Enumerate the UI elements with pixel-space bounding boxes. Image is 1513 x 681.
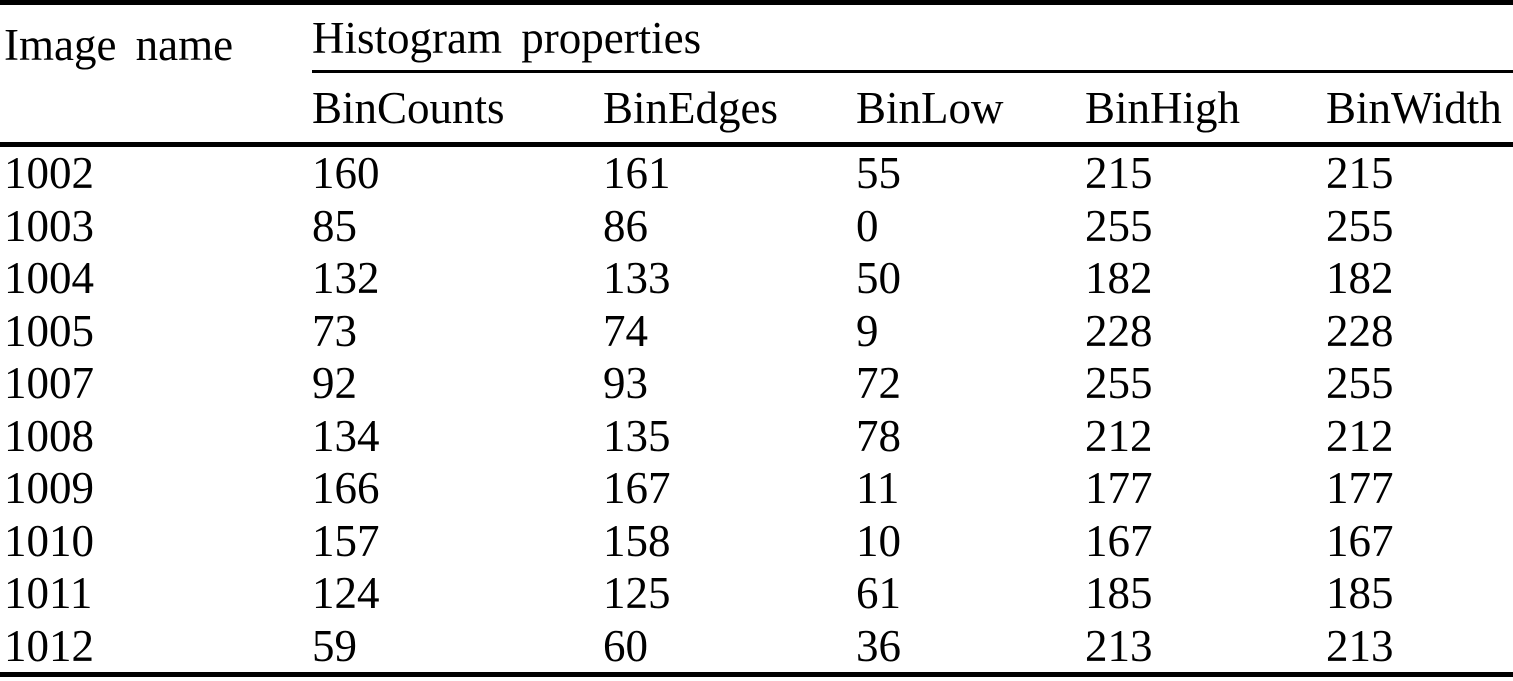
value-cell: 60 (603, 619, 856, 677)
value-cell: 86 (603, 200, 648, 251)
image-name-cell: 1010 (4, 515, 94, 566)
value-cell: 59 (312, 619, 603, 677)
value-cell: 158 (603, 515, 671, 566)
value-cell: 92 (312, 358, 357, 408)
value-cell: 160 (312, 148, 380, 198)
value-cell: 11 (856, 463, 900, 513)
value-cell: 213 (1085, 619, 1326, 677)
table-row: 1004 132 133 50 182 182 (0, 252, 1513, 305)
value-cell: 134 (312, 410, 380, 461)
image-name-cell: 1008 (4, 410, 94, 461)
table-header: Image name Histogram properties BinCount… (0, 2, 1513, 147)
value-cell: 161 (603, 148, 671, 198)
value-cell: 182 (1326, 253, 1394, 303)
value-cell: 212 (1326, 410, 1394, 461)
table-row: 1005 73 74 9 228 228 (0, 305, 1513, 358)
value-cell: 228 (1085, 305, 1153, 356)
image-name-cell: 1002 (4, 148, 94, 198)
value-cell: 177 (1326, 463, 1394, 513)
value-cell: 74 (603, 305, 648, 356)
value-cell: 166 (312, 463, 380, 513)
value-cell: 228 (1326, 305, 1394, 356)
value-cell: 61 (856, 568, 901, 618)
value-cell: 255 (1326, 358, 1394, 408)
image-name-cell: 1003 (4, 200, 94, 251)
value-cell: 0 (856, 200, 879, 251)
image-name-cell: 1012 (0, 619, 312, 677)
value-cell: 215 (1085, 148, 1153, 198)
value-cell: 125 (603, 568, 671, 618)
value-cell: 124 (312, 568, 380, 618)
table-row: 1007 92 93 72 255 255 (0, 357, 1513, 410)
image-name-cell: 1004 (4, 253, 94, 303)
value-cell: 255 (1326, 200, 1394, 251)
value-cell: 177 (1085, 463, 1153, 513)
value-cell: 167 (1326, 515, 1394, 566)
value-cell: 215 (1326, 148, 1394, 198)
value-cell: 132 (312, 253, 380, 303)
table-row: 1002 160 161 55 215 215 (0, 145, 1513, 200)
column-header-bincounts: BinCounts (312, 71, 603, 147)
value-cell: 255 (1085, 358, 1153, 408)
image-name-header: Image name (0, 2, 312, 147)
value-cell: 78 (856, 410, 901, 461)
value-cell: 167 (1085, 515, 1153, 566)
image-name-cell: 1009 (4, 463, 94, 513)
image-name-cell: 1011 (4, 568, 93, 618)
column-header-binedges: BinEdges (603, 71, 856, 147)
group-header: Histogram properties (312, 2, 1513, 73)
table-row: 1009 166 167 11 177 177 (0, 462, 1513, 515)
value-cell: 50 (856, 253, 901, 303)
image-name-cell: 1007 (4, 358, 94, 408)
value-cell: 72 (856, 358, 901, 408)
column-header-binwidth: BinWidth (1326, 71, 1513, 147)
value-cell: 185 (1085, 568, 1153, 618)
value-cell: 212 (1085, 410, 1153, 461)
table-body: 1002 160 161 55 215 215 1003 85 86 0 255 255 1004 132… (0, 145, 1513, 677)
value-cell: 135 (603, 410, 671, 461)
value-cell: 36 (856, 619, 1085, 677)
table-row: 1003 85 86 0 255 255 (0, 200, 1513, 253)
value-cell: 167 (603, 463, 671, 513)
image-name-cell: 1005 (4, 305, 94, 356)
column-header-row: BinCounts BinEdges BinLow BinHigh BinWid… (0, 71, 1513, 147)
table-row: 1012 59 60 36 213 213 (0, 619, 1513, 677)
value-cell: 10 (856, 515, 901, 566)
value-cell: 9 (856, 305, 879, 356)
table-row: 1010 157 158 10 167 167 (0, 515, 1513, 568)
column-header-binhigh: BinHigh (1085, 71, 1326, 147)
table-row: 1011 124 125 61 185 185 (0, 567, 1513, 620)
value-cell: 133 (603, 253, 671, 303)
value-cell: 255 (1085, 200, 1153, 251)
value-cell: 157 (312, 515, 380, 566)
value-cell: 73 (312, 305, 357, 356)
value-cell: 85 (312, 200, 357, 251)
table-row: 1008 134 135 78 212 212 (0, 410, 1513, 463)
group-header-row: Image name Histogram properties (0, 2, 1513, 147)
value-cell: 182 (1085, 253, 1153, 303)
value-cell: 55 (856, 148, 901, 198)
value-cell: 185 (1326, 568, 1394, 618)
column-header-binlow: BinLow (856, 71, 1085, 147)
value-cell: 213 (1326, 619, 1513, 677)
value-cell: 93 (603, 358, 648, 408)
